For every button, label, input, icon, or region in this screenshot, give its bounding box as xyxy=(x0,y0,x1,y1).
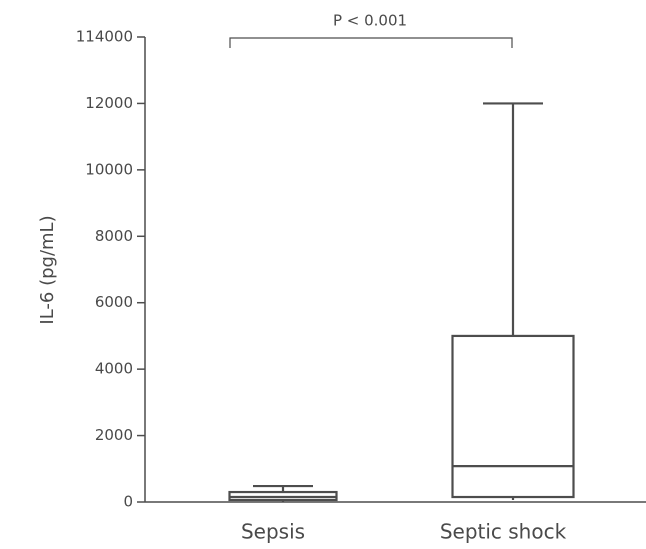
y-tick-label: 0 xyxy=(123,493,133,511)
x-tick-label: Septic shock xyxy=(440,520,567,544)
y-tick-label: 12000 xyxy=(85,94,133,112)
y-tick-label: 114000 xyxy=(76,28,133,46)
y-tick-label: 6000 xyxy=(95,293,133,311)
annotation: P < 0.001 xyxy=(333,12,407,30)
y-tick-label: 10000 xyxy=(85,160,133,178)
y-tick-label: 2000 xyxy=(95,426,133,444)
x-tick-label: Sepsis xyxy=(241,520,305,544)
significance-bracket xyxy=(229,37,513,48)
box xyxy=(451,334,575,499)
y-tick-label: 4000 xyxy=(95,360,133,378)
y-axis-title: IL-6 (pg/mL) xyxy=(37,215,58,324)
y-tick-label: 8000 xyxy=(95,227,133,245)
